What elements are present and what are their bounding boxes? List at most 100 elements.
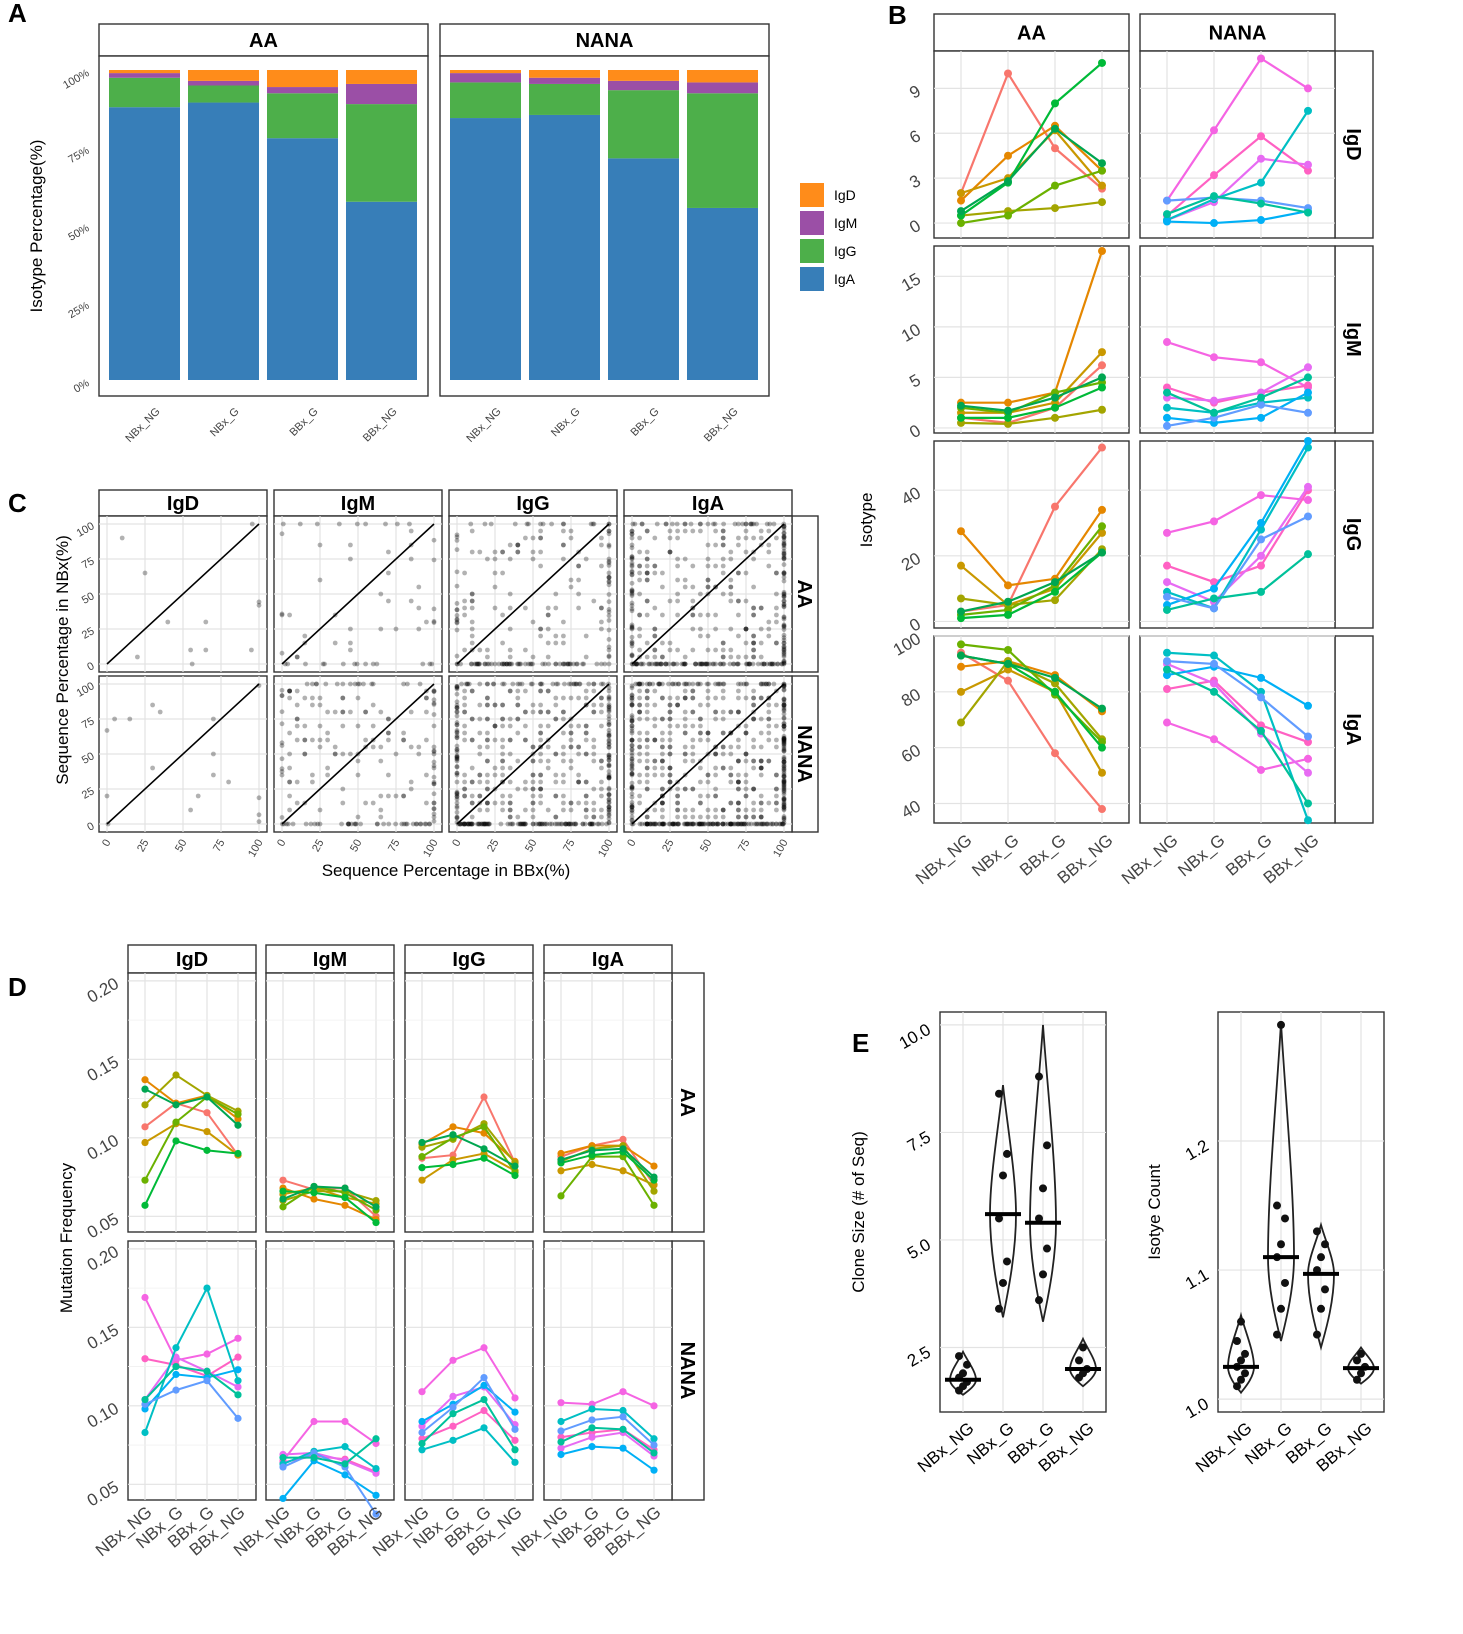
c-point (462, 737, 467, 743)
b-line-IgD-NANA-3 (1166, 110, 1309, 222)
c-point (574, 661, 579, 667)
c-point (644, 716, 650, 722)
c-point (629, 571, 635, 577)
c-point (591, 688, 597, 694)
c-point (523, 779, 528, 785)
c-point (690, 807, 696, 813)
c-point (561, 779, 566, 785)
c-point (485, 807, 490, 813)
c-point (682, 661, 688, 667)
c-point (731, 661, 737, 667)
c-point (462, 598, 467, 604)
c-point (727, 661, 733, 667)
c-point (485, 647, 490, 653)
c-point (599, 758, 604, 764)
c-point (492, 702, 498, 708)
c-point (454, 756, 460, 762)
c-point (629, 555, 635, 561)
c-point (720, 542, 726, 548)
c-point (781, 615, 787, 620)
c-point (485, 737, 490, 743)
c-point (754, 521, 759, 527)
c-point (766, 549, 772, 555)
c-point (758, 695, 764, 701)
c-point (662, 821, 667, 827)
c-point (606, 613, 612, 619)
c-point (604, 821, 609, 827)
c-point (530, 800, 536, 806)
b-point-IgD-NANA-6-1 (1210, 192, 1218, 201)
c-point (781, 533, 787, 539)
c-point (781, 802, 787, 808)
c-point (303, 821, 309, 827)
c-point (713, 751, 718, 757)
c-point (698, 521, 703, 527)
e-point-1-BBx_G-1 (1317, 1304, 1325, 1313)
c-point (634, 661, 639, 667)
c-point (743, 793, 749, 799)
c-point (576, 605, 581, 611)
c-point (279, 612, 285, 618)
b-point-IgG-NANA-6-2 (1257, 587, 1265, 596)
c-point (637, 772, 642, 778)
c-point (606, 745, 612, 750)
c-point (454, 790, 460, 796)
c-point (698, 716, 703, 722)
c-point (461, 821, 467, 827)
c-point (629, 723, 635, 729)
c-point (766, 563, 772, 569)
c-point (647, 821, 653, 827)
c-point (637, 688, 642, 694)
c-point (352, 681, 358, 687)
c-point (637, 709, 642, 715)
c-point (606, 730, 612, 736)
c-point (744, 661, 750, 667)
c-point (530, 744, 536, 750)
c-point (424, 800, 429, 806)
d-point-NANA-IgG-4-2 (480, 1381, 488, 1390)
c-point (689, 821, 695, 827)
c-point (279, 650, 285, 656)
c-point (431, 701, 437, 707)
b-point-IgG-NANA-6-1 (1210, 594, 1218, 603)
c-point (500, 765, 505, 771)
c-point (766, 737, 772, 743)
c-point (766, 681, 772, 687)
c-point (781, 570, 787, 575)
c-point (454, 770, 460, 776)
c-point (304, 681, 310, 687)
c-point (731, 821, 737, 827)
c-point (781, 765, 787, 771)
c-point (728, 821, 734, 827)
c-point (541, 821, 547, 827)
c-point (758, 640, 764, 646)
c-point (555, 681, 561, 687)
c-point (466, 821, 472, 827)
c-point (705, 772, 711, 778)
d-point-NANA-IgA-3-1 (588, 1405, 596, 1413)
c-point (629, 545, 635, 551)
c-point (561, 730, 566, 736)
c-point (591, 814, 597, 820)
c-point (486, 821, 491, 827)
c-point (758, 535, 764, 541)
c-point (637, 563, 642, 569)
b-line-IgD-AA-0 (959, 71, 1103, 194)
c-point (743, 661, 749, 667)
b-point-IgD-NANA-0-1 (1210, 126, 1218, 135)
c-point (644, 577, 650, 583)
c-point (736, 786, 741, 792)
c-point (454, 753, 460, 759)
c-point (637, 737, 642, 743)
b-point-IgD-AA-3-3 (1098, 198, 1106, 207)
c-point (781, 741, 787, 746)
c-point (530, 786, 536, 792)
b-line-IgM-AA-5 (961, 386, 1103, 419)
c-point (713, 751, 718, 757)
c-point (256, 795, 262, 801)
c-point (690, 647, 696, 653)
c-point (150, 765, 156, 771)
b-line-IgD-NANA-1 (1166, 134, 1309, 217)
c-point (705, 661, 710, 667)
e-point-1-BBx_G-6 (1313, 1227, 1321, 1236)
